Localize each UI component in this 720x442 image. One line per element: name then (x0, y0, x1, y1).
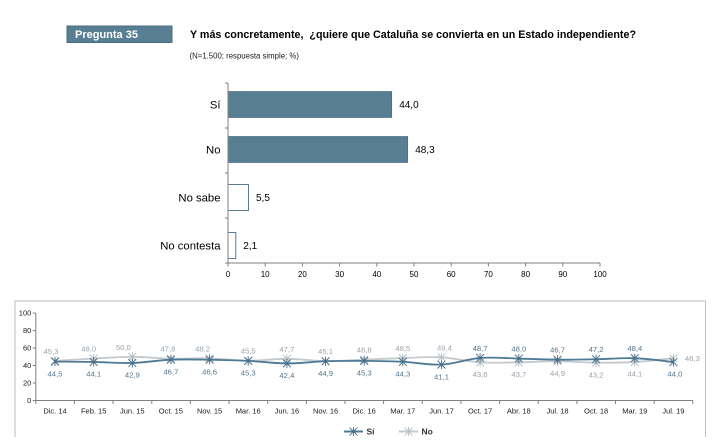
svg-text:44,9: 44,9 (318, 369, 333, 378)
svg-text:No sabe: No sabe (178, 193, 220, 205)
svg-text:Mar. 19: Mar. 19 (622, 406, 647, 415)
svg-text:70: 70 (484, 270, 493, 279)
svg-text:5,5: 5,5 (256, 193, 270, 204)
svg-text:100: 100 (593, 270, 607, 279)
svg-text:Mar. 17: Mar. 17 (390, 406, 415, 415)
svg-text:40: 40 (23, 361, 31, 370)
svg-text:80: 80 (23, 326, 31, 335)
svg-text:45,3: 45,3 (357, 369, 372, 378)
svg-text:80: 80 (521, 270, 530, 279)
svg-text:Oct. 15: Oct. 15 (159, 406, 183, 415)
svg-text:43,7: 43,7 (511, 370, 526, 379)
svg-text:Oct. 17: Oct. 17 (468, 406, 492, 415)
svg-text:46,8: 46,8 (357, 346, 372, 355)
svg-text:20: 20 (298, 270, 307, 279)
svg-text:90: 90 (558, 270, 567, 279)
svg-text:43,6: 43,6 (473, 370, 488, 379)
svg-text:Abr. 18: Abr. 18 (507, 406, 531, 415)
svg-text:46,7: 46,7 (550, 346, 565, 355)
svg-text:48,7: 48,7 (473, 344, 488, 353)
svg-text:45,3: 45,3 (44, 347, 59, 356)
svg-text:44,3: 44,3 (395, 370, 410, 379)
svg-text:40: 40 (372, 270, 381, 279)
svg-text:0: 0 (27, 396, 31, 405)
svg-text:46,7: 46,7 (163, 367, 178, 376)
svg-text:Sí: Sí (210, 100, 222, 112)
svg-text:48,4: 48,4 (627, 344, 643, 353)
svg-text:45,3: 45,3 (241, 369, 256, 378)
svg-text:No contesta: No contesta (160, 241, 221, 253)
svg-text:47,8: 47,8 (160, 345, 175, 354)
svg-text:10: 10 (261, 270, 270, 279)
svg-text:2,1: 2,1 (243, 241, 257, 252)
svg-text:Jun. 17: Jun. 17 (429, 406, 454, 415)
svg-text:47,7: 47,7 (279, 345, 294, 354)
svg-text:44,1: 44,1 (627, 370, 642, 379)
svg-text:Oct. 18: Oct. 18 (584, 406, 608, 415)
svg-text:30: 30 (335, 270, 344, 279)
svg-text:45,5: 45,5 (241, 347, 256, 356)
svg-text:48,5: 48,5 (395, 344, 410, 353)
svg-text:50,0: 50,0 (116, 343, 131, 352)
svg-text:44,5: 44,5 (48, 369, 63, 378)
svg-text:45,1: 45,1 (318, 347, 333, 356)
svg-text:(N=1.500; respuesta simple; %): (N=1.500; respuesta simple; %) (190, 52, 300, 61)
svg-text:100: 100 (19, 309, 32, 318)
svg-text:48,3: 48,3 (685, 354, 700, 363)
svg-text:43,2: 43,2 (589, 370, 604, 379)
svg-text:Nov. 15: Nov. 15 (197, 406, 222, 415)
svg-text:42,4: 42,4 (279, 371, 295, 380)
svg-text:49,4: 49,4 (437, 343, 453, 352)
svg-text:47,2: 47,2 (589, 345, 604, 354)
svg-text:46,6: 46,6 (202, 368, 217, 377)
svg-text:Dic. 16: Dic. 16 (353, 406, 376, 415)
svg-text:Sí: Sí (367, 427, 376, 437)
svg-text:44,9: 44,9 (550, 369, 565, 378)
svg-text:48,0: 48,0 (81, 345, 96, 354)
svg-text:44,0: 44,0 (667, 370, 682, 379)
svg-text:Nov. 16: Nov. 16 (313, 406, 338, 415)
svg-text:Jul. 18: Jul. 18 (546, 406, 568, 415)
svg-text:Jun. 15: Jun. 15 (120, 406, 145, 415)
svg-text:Y más concretamente, ¿quiere: Y más concretamente, ¿quiere que Cataluñ… (190, 29, 636, 41)
svg-text:44,1: 44,1 (86, 370, 101, 379)
svg-text:60: 60 (23, 344, 31, 353)
svg-text:Feb. 15: Feb. 15 (81, 406, 106, 415)
svg-text:50: 50 (410, 270, 419, 279)
svg-text:48,3: 48,3 (415, 145, 435, 156)
svg-text:20: 20 (23, 379, 31, 388)
svg-text:Dic. 14: Dic. 14 (43, 406, 66, 415)
svg-text:Jun. 16: Jun. 16 (275, 406, 300, 415)
svg-text:Jul. 19: Jul. 19 (662, 406, 684, 415)
svg-text:41,1: 41,1 (434, 372, 449, 381)
svg-text:No: No (206, 145, 220, 157)
svg-text:60: 60 (447, 270, 456, 279)
svg-text:42,9: 42,9 (125, 371, 140, 380)
svg-text:0: 0 (226, 270, 231, 279)
svg-text:Mar. 16: Mar. 16 (236, 406, 261, 415)
svg-text:48,2: 48,2 (195, 344, 210, 353)
svg-text:Pregunta 35: Pregunta 35 (75, 29, 138, 41)
svg-text:44,0: 44,0 (399, 100, 419, 111)
svg-text:No: No (422, 427, 433, 437)
svg-text:48,0: 48,0 (511, 345, 526, 354)
